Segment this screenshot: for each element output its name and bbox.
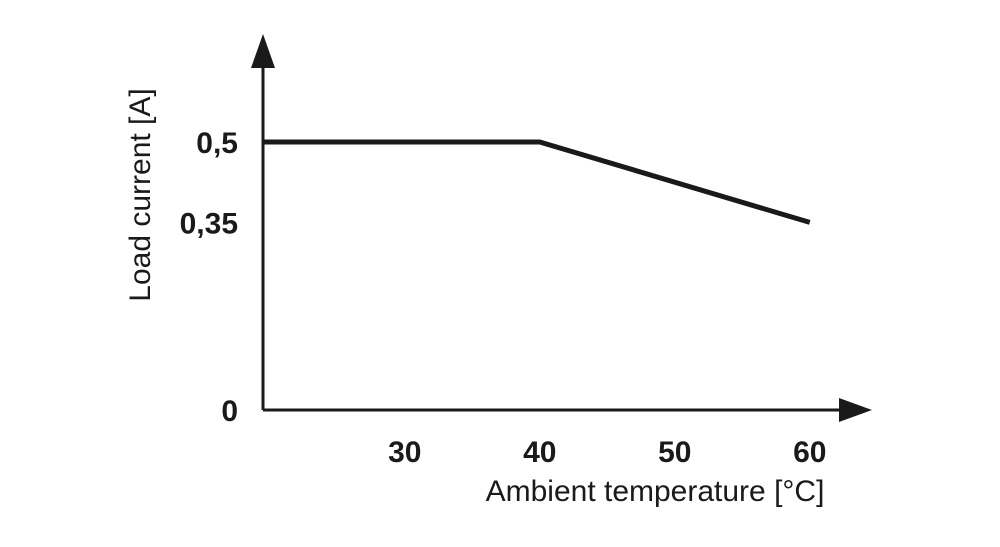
y-tick-label: 0: [221, 395, 238, 428]
y-tick-label: 0,35: [180, 207, 238, 240]
x-tick-label: 50: [658, 436, 691, 469]
series-line-load-current-derating: [263, 139, 811, 225]
y-axis-label: Load current [A]: [124, 88, 157, 301]
y-tick-label: 0,5: [196, 127, 238, 160]
x-tick-label: 40: [523, 436, 556, 469]
tick-labels-group: 30 40 50 60 0 0,35 0,5: [180, 127, 827, 469]
x-axis-arrowhead: [839, 398, 872, 422]
series-group: [263, 139, 811, 225]
x-tick-label: 30: [388, 436, 421, 469]
x-tick-label: 60: [793, 436, 826, 469]
x-axis-label: Ambient temperature [°C]: [486, 475, 825, 508]
axes-group: [251, 34, 872, 422]
y-axis-arrowhead: [251, 34, 275, 68]
